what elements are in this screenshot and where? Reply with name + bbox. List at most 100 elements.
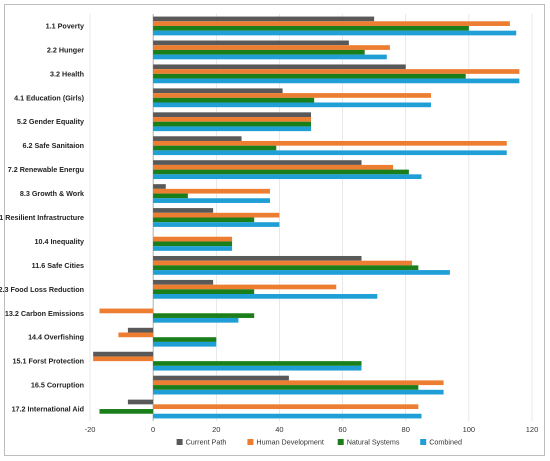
legend-label-3: Natural Systems: [347, 438, 400, 447]
bar-2-cat-6: [153, 140, 507, 146]
bar-2-cat-9: [153, 212, 280, 218]
legend-label-1: Current Path: [186, 438, 227, 447]
bar-1-cat-6: [153, 136, 242, 141]
legend-swatch-3: [337, 439, 344, 445]
bar-1-cat-16: [153, 375, 289, 381]
bar-1-cat-5: [153, 112, 311, 118]
bar-3-cat-13: [153, 313, 255, 318]
category-labels: 1.1 Poverty 2.2 Hunger 3.2 Health 4.1 Educa…: [0, 21, 85, 413]
bar-4-cat-4: [153, 102, 431, 108]
bar-4-cat-13: [153, 317, 239, 323]
category-label: 15.1 Forst Protection: [13, 357, 85, 366]
bar-1-cat-4: [153, 88, 283, 94]
bar-3-cat-6: [153, 145, 277, 151]
category-label: 13.2 Carbon Emissions: [5, 309, 84, 318]
category-label: 5.2 Gender Equality: [17, 117, 84, 126]
bar-2-cat-10: [153, 236, 233, 242]
bar-4-cat-12: [153, 294, 378, 299]
bar-4-cat-17: [153, 413, 422, 419]
bar-3-cat-8: [153, 193, 188, 199]
bar-1-cat-11: [153, 255, 362, 261]
bar-2-cat-7: [153, 164, 394, 170]
category-label: 17.2 International Aid: [12, 405, 84, 414]
bar-1-cat-12: [153, 279, 214, 285]
bar-3-cat-4: [153, 97, 315, 103]
category-label: 3.2 Health: [50, 69, 84, 78]
bar-1-cat-9: [153, 208, 214, 213]
bar-1-cat-3: [153, 64, 406, 70]
bar-3-cat-5: [153, 121, 311, 127]
bar-2-cat-17: [153, 404, 419, 410]
bar-2-cat-5: [153, 117, 311, 122]
bar-2-cat-8: [153, 188, 270, 194]
bar-4-cat-8: [153, 198, 270, 203]
bar-4-cat-11: [153, 270, 450, 275]
bar-1-cat-15: [93, 351, 154, 357]
x-tick-label: 100: [463, 425, 476, 434]
x-tick-label: 120: [526, 425, 539, 434]
bar-4-cat-5: [153, 126, 311, 132]
bar-3-cat-2: [153, 49, 365, 55]
x-tick-labels: -20 0 20 40 60 80 100 120: [85, 425, 539, 434]
x-tick-label: -20: [85, 425, 96, 434]
category-label: 14.4 Overfishing: [28, 333, 84, 342]
category-label: 12.3 Food Loss Reduction: [0, 285, 84, 294]
x-tick-label: 20: [212, 425, 220, 434]
bar-3-cat-12: [153, 289, 255, 295]
category-label: 2.2 Hunger: [47, 45, 84, 54]
category-label: 7.2 Renewable Energu: [8, 165, 84, 174]
bar-1-cat-7: [153, 160, 362, 165]
bar-3-cat-10: [153, 241, 233, 247]
category-label: 6.2 Safe Sanitaion: [22, 141, 84, 150]
bar-3-cat-14: [153, 337, 217, 342]
legend-swatch-2: [247, 439, 254, 445]
bar-3-cat-3: [153, 73, 466, 79]
bar-2-cat-3: [153, 69, 520, 74]
bar-2-cat-2: [153, 45, 390, 50]
bars: [93, 16, 520, 419]
bar-4-cat-10: [153, 246, 233, 251]
bar-2-cat-12: [153, 284, 337, 290]
x-tick-label: 80: [402, 425, 410, 434]
bar-4-cat-2: [153, 54, 387, 60]
bar-4-cat-16: [153, 389, 444, 395]
bar-1-cat-2: [153, 40, 349, 46]
bar-2-cat-13: [99, 308, 154, 314]
bar-4-cat-9: [153, 222, 280, 227]
category-label: 9.1 Resilient Infrastructure: [0, 213, 84, 222]
category-label: 1.1 Poverty: [46, 21, 84, 30]
bar-3-cat-11: [153, 265, 419, 271]
legend: Current Path Human Development Natural Sys…: [176, 438, 462, 447]
x-tick-label: 40: [275, 425, 283, 434]
bar-3-cat-7: [153, 169, 409, 175]
bar-2-cat-14: [118, 332, 154, 338]
bar-2-cat-15: [93, 356, 154, 362]
legend-swatch-1: [176, 439, 183, 445]
legend-swatch-4: [420, 439, 427, 445]
x-tick-label: 60: [338, 425, 346, 434]
legend-label-4: Combined: [429, 438, 462, 447]
bar-2-cat-1: [153, 21, 510, 26]
category-label: 8.3 Growth & Work: [20, 189, 84, 198]
category-label: 16.5 Corruption: [31, 381, 84, 390]
category-label: 11.6 Safe Cities: [32, 261, 84, 270]
bar-1-cat-8: [153, 184, 166, 189]
category-label: 4.1 Education (Girls): [14, 93, 84, 102]
bar-2-cat-11: [153, 260, 413, 266]
bar-1-cat-17: [127, 399, 154, 405]
bar-4-cat-1: [153, 30, 517, 36]
bar-4-cat-7: [153, 174, 422, 180]
category-label: 10.4 Inequality: [34, 237, 84, 246]
bar-3-cat-15: [153, 361, 362, 366]
bar-1-cat-1: [153, 16, 375, 22]
legend-label-2: Human Development: [256, 438, 324, 447]
bar-2-cat-4: [153, 93, 431, 98]
bar-4-cat-6: [153, 150, 507, 156]
bar-4-cat-15: [153, 365, 362, 371]
bar-3-cat-9: [153, 217, 255, 223]
bar-3-cat-1: [153, 25, 469, 31]
bar-4-cat-14: [153, 341, 217, 347]
bar-2-cat-16: [153, 380, 444, 386]
bar-4-cat-3: [153, 78, 520, 84]
